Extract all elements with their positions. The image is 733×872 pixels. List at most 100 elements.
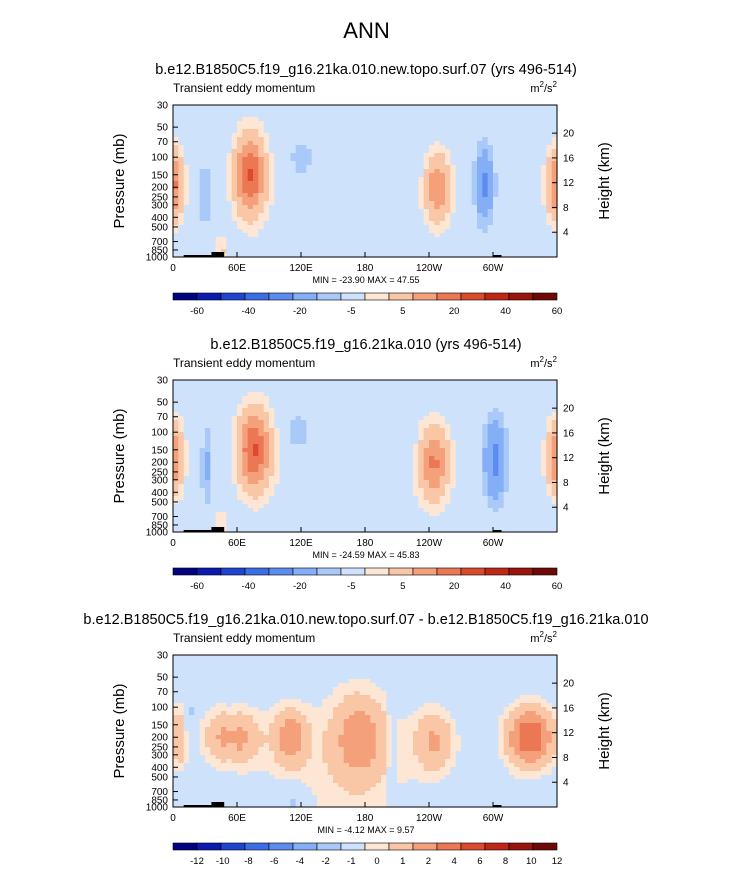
heatmap-cell <box>461 109 467 114</box>
heatmap-cell <box>418 464 425 469</box>
heatmap-cell <box>338 420 345 425</box>
heatmap-cell <box>439 388 446 393</box>
heatmap-cell <box>551 468 558 473</box>
heatmap-cell <box>455 420 462 425</box>
heatmap-cell <box>397 460 403 465</box>
heatmap-cell <box>327 153 334 158</box>
heatmap-cell <box>386 456 393 461</box>
heatmap-cell <box>189 416 195 421</box>
heatmap-cell <box>359 380 366 385</box>
heatmap-cell <box>221 456 227 461</box>
heatmap-cell <box>359 408 366 413</box>
heatmap-cell <box>269 177 275 182</box>
heatmap-cell <box>413 452 419 457</box>
heatmap-cell <box>349 197 355 202</box>
heatmap-cell <box>471 173 478 178</box>
heatmap-cell <box>247 396 254 401</box>
heatmap-cell <box>215 408 222 413</box>
heatmap-cell <box>498 161 505 166</box>
heatmap-cell <box>471 404 478 409</box>
heatmap-cell <box>333 253 339 258</box>
heatmap-cell <box>450 253 457 258</box>
heatmap-cell <box>269 153 275 158</box>
heatmap-cell <box>210 436 217 441</box>
heatmap-cell <box>482 249 489 254</box>
heatmap-cell <box>466 169 473 174</box>
heatmap-cell <box>402 404 409 409</box>
heatmap-cell <box>370 205 377 210</box>
heatmap-cell <box>183 177 190 182</box>
heatmap-cell <box>370 233 377 238</box>
heatmap-cell <box>402 436 409 441</box>
heatmap-cell <box>509 424 515 429</box>
heatmap-cell <box>546 145 553 150</box>
heatmap-cell <box>455 249 462 254</box>
heatmap-cell <box>322 424 329 429</box>
heatmap-cell <box>205 137 211 142</box>
heatmap-cell <box>498 185 505 190</box>
heatmap-cell <box>493 456 499 461</box>
heatmap-cell <box>178 448 185 453</box>
heatmap-cell <box>450 201 457 206</box>
heatmap-cell <box>301 464 307 469</box>
heatmap-cell <box>274 384 281 389</box>
heatmap-cell <box>487 149 494 154</box>
heatmap-cell <box>381 217 387 222</box>
heatmap-cell <box>493 452 499 457</box>
heatmap-cell <box>509 121 515 126</box>
heatmap-cell <box>231 460 238 465</box>
heatmap-cell <box>413 193 419 198</box>
heatmap-cell <box>461 189 467 194</box>
heatmap-cell <box>269 113 275 118</box>
heatmap-cell <box>397 141 403 146</box>
heatmap-cell <box>477 392 483 397</box>
heatmap-cell <box>263 201 270 206</box>
heatmap-cell <box>354 241 361 246</box>
heatmap-cell <box>253 388 259 393</box>
heatmap-cell <box>301 189 307 194</box>
heatmap-cell <box>189 249 195 254</box>
heatmap-cell <box>274 161 281 166</box>
heatmap-cell <box>466 177 473 182</box>
heatmap-cell <box>173 109 179 114</box>
heatmap-cell <box>178 133 185 138</box>
heatmap-cell <box>439 177 446 182</box>
heatmap-cell <box>493 197 499 202</box>
heatmap-cell <box>322 237 329 242</box>
heatmap-cell <box>221 177 227 182</box>
heatmap-cell <box>210 249 217 254</box>
heatmap-cell <box>434 428 441 433</box>
heatmap-cell <box>402 137 409 142</box>
heatmap-cell <box>418 177 425 182</box>
heatmap-cell <box>370 129 377 134</box>
heatmap-cell <box>349 388 355 393</box>
heatmap-cell <box>439 205 446 210</box>
heatmap-cell <box>386 480 393 485</box>
heatmap-cell <box>493 448 499 453</box>
heatmap-cell <box>253 173 259 178</box>
heatmap-cell <box>194 384 201 389</box>
heatmap-cell <box>359 396 366 401</box>
heatmap-cell <box>482 464 489 469</box>
heatmap-cell <box>189 185 195 190</box>
heatmap-cell <box>445 169 451 174</box>
heatmap-cell <box>386 388 393 393</box>
heatmap-cell <box>525 392 531 397</box>
heatmap-cell <box>359 452 366 457</box>
heatmap-cell <box>413 460 419 465</box>
heatmap-cell <box>178 488 185 493</box>
heatmap-cell <box>295 173 302 178</box>
heatmap-cell <box>231 185 238 190</box>
heatmap-cell <box>530 113 537 118</box>
heatmap-cell <box>237 472 243 477</box>
heatmap-cell <box>253 137 259 142</box>
heatmap-cell <box>237 436 243 441</box>
heatmap-cell <box>375 432 382 437</box>
heatmap-cell <box>519 420 526 425</box>
heatmap-cell <box>434 488 441 493</box>
heatmap-cell <box>343 396 350 401</box>
heatmap-cell <box>509 193 515 198</box>
heatmap-cell <box>178 213 185 218</box>
heatmap-cell <box>231 217 238 222</box>
heatmap-cell <box>349 460 355 465</box>
